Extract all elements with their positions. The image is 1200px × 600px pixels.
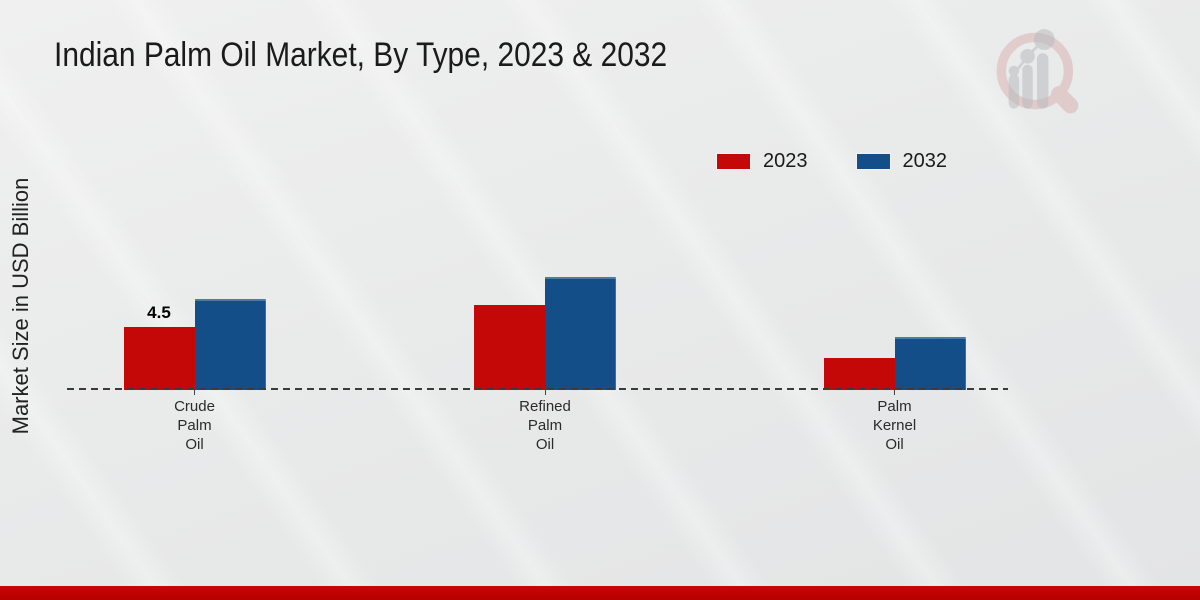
- bar-2032-crude-palm-oil: [194, 299, 266, 390]
- x-axis-tick-crude-palm-oil: [194, 390, 195, 395]
- x-axis-baseline: [67, 388, 1008, 390]
- legend-swatch-2023: [716, 153, 751, 170]
- bar-2032-refined-palm-oil: [545, 277, 616, 390]
- category-label-refined-palm-oil: Refined Palm Oil: [519, 398, 571, 453]
- bar-2023-refined-palm-oil: [474, 305, 545, 390]
- legend-label-2032: 2032: [902, 150, 948, 172]
- data-label-2023-crude-palm-oil: 4.5: [147, 303, 171, 322]
- category-label-palm-kernel-oil: Palm Kernel Oil: [872, 398, 917, 453]
- category-label-crude-palm-oil: Crude Palm Oil: [174, 398, 215, 453]
- legend-label-2023: 2023: [763, 150, 808, 172]
- bar-2032-palm-kernel-oil: [894, 337, 966, 390]
- legend-swatch-2032: [855, 153, 891, 170]
- chart-title: Indian Palm Oil Market, By Type, 2023 & …: [54, 36, 668, 74]
- bar-2023-crude-palm-oil: [123, 327, 195, 390]
- legend: 2023 2032: [716, 150, 947, 173]
- magnifier-bar-chart-watermark-icon: [996, 29, 1079, 114]
- legend-item-2023: 2023: [716, 150, 808, 173]
- legend-item-2032: 2032: [855, 150, 948, 173]
- x-axis-tick-palm-kernel-oil: [894, 390, 895, 395]
- bottom-accent-bar: [0, 586, 1200, 600]
- x-axis-tick-refined-palm-oil: [544, 390, 546, 395]
- bar-2023-palm-kernel-oil: [823, 358, 895, 390]
